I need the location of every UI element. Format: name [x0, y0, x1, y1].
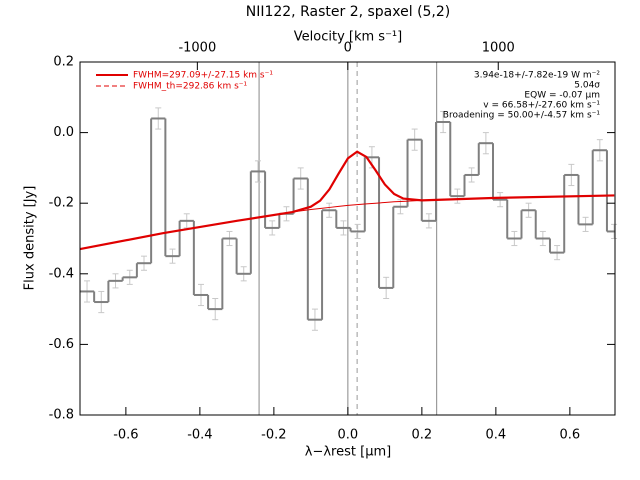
x2-tick-label: 0 — [344, 41, 352, 56]
y-axis-label: Flux density [Jy] — [23, 186, 38, 291]
x2-tick-label: 1000 — [482, 41, 515, 56]
x-tick-label: 0.2 — [412, 428, 433, 443]
x-tick-label: -0.6 — [113, 428, 138, 443]
annotation: EQW = -0.07 μm — [524, 91, 600, 101]
x-tick-label: 0.4 — [486, 428, 507, 443]
fit-line — [79, 150, 615, 251]
annotation: Broadening = 50.00+/-4.57 km s⁻¹ — [443, 111, 601, 121]
x-axis-label: λ−λrest [μm] — [305, 445, 391, 460]
annotation: v = 66.58+/-27.60 km s⁻¹ — [483, 101, 600, 111]
annotation: 3.94e-18+/-7.82e-19 W m⁻² — [474, 71, 601, 81]
y-tick-label: -0.8 — [49, 408, 74, 423]
continuum-line — [292, 199, 422, 213]
legend-label: FWHM_th=292.86 km s⁻¹ — [133, 82, 248, 92]
x-tick-label: 0.0 — [338, 428, 359, 443]
x-tick-label: -0.2 — [261, 428, 286, 443]
x-tick-label: -0.4 — [187, 428, 212, 443]
legend-label: FWHM=297.09+/-27.15 km s⁻¹ — [133, 71, 273, 81]
y-tick-label: -0.4 — [49, 266, 74, 281]
x2-tick-label: -1000 — [178, 41, 216, 56]
y-tick-label: 0.2 — [53, 55, 74, 70]
y-tick-label: 0.0 — [53, 125, 74, 140]
y-tick-label: -0.2 — [49, 196, 74, 211]
y-tick-label: -0.6 — [49, 337, 74, 352]
chart-title: NII122, Raster 2, spaxel (5,2) — [246, 4, 451, 20]
annotation: 5.04σ — [574, 81, 600, 91]
x2-axis-label: Velocity [km s⁻¹] — [294, 30, 402, 45]
x-tick-label: 0.6 — [560, 428, 581, 443]
